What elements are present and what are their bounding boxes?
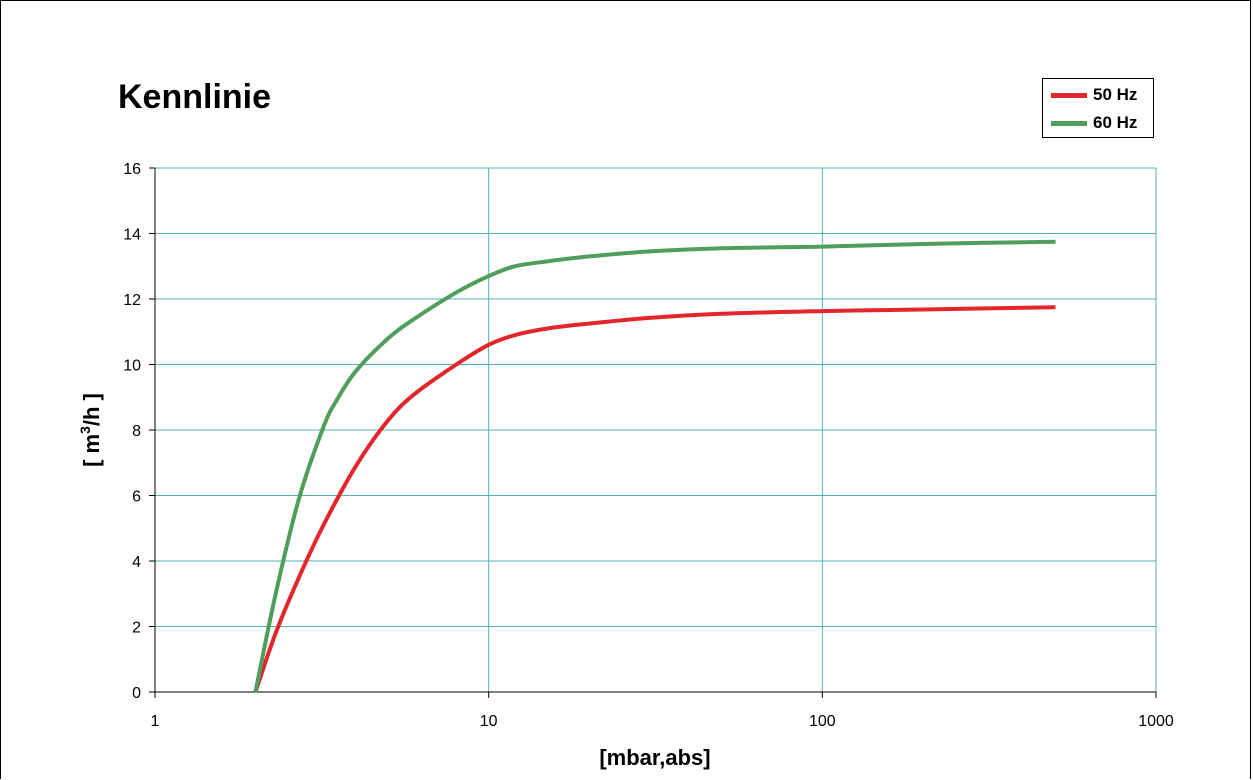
x-tick-label: 1 <box>151 713 160 730</box>
legend: 50 Hz 60 Hz <box>1042 78 1154 138</box>
series-line-60hz <box>253 239 1056 693</box>
y-tick-label: 4 <box>132 554 141 571</box>
y-tick-label: 12 <box>123 292 141 309</box>
y-axis-label: [ m3/h ] <box>77 393 104 467</box>
y-tick-label: 10 <box>123 358 141 375</box>
x-tick-label: 10 <box>480 713 498 730</box>
chart-title: Kennlinie <box>118 78 272 116</box>
legend-swatch-50hz <box>1051 92 1087 98</box>
y-tick-label: 8 <box>132 423 141 440</box>
x-tick-label: 100 <box>809 713 836 730</box>
series-line-50hz <box>253 305 1056 693</box>
legend-label-60hz: 60 Hz <box>1093 113 1138 132</box>
y-tick-label: 14 <box>123 227 141 244</box>
legend-label-50hz: 50 Hz <box>1093 85 1138 104</box>
y-tick-label: 2 <box>132 620 141 637</box>
tick-labels: 0 2 4 6 8 10 12 14 16 1 10 100 1000 <box>123 161 1174 730</box>
axes <box>149 167 1157 698</box>
y-tick-label: 6 <box>132 489 141 506</box>
legend-item-60hz: 60 Hz <box>1051 110 1137 136</box>
x-axis-label: [mbar,abs] <box>599 745 710 770</box>
legend-item-50hz: 50 Hz <box>1051 82 1137 108</box>
y-tick-label: 0 <box>132 685 141 702</box>
x-tick-label: 1000 <box>1138 713 1174 730</box>
series <box>253 239 1056 693</box>
legend-swatch-60hz <box>1051 120 1087 126</box>
grid <box>155 167 1157 692</box>
y-tick-label: 16 <box>123 161 141 178</box>
